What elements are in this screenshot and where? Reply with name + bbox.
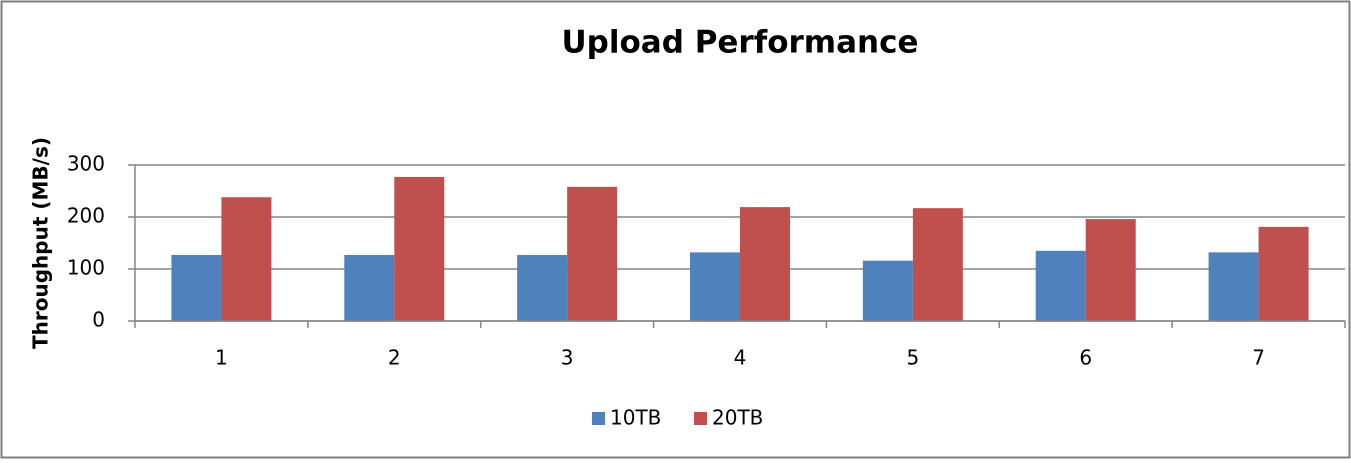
bar: [517, 254, 568, 321]
y-axis-label: Throughput (MB/s): [29, 137, 53, 349]
bar: [1035, 250, 1086, 321]
legend-label: 20TB: [712, 406, 763, 430]
legend-label: 10TB: [610, 406, 661, 430]
legend-swatch: [592, 412, 605, 425]
y-tick-label: 0: [92, 308, 105, 332]
x-tick-label: 1: [215, 346, 228, 370]
x-tick-label: 5: [906, 346, 919, 370]
x-tick-label: 3: [561, 346, 574, 370]
legend-swatch: [694, 412, 707, 425]
bar: [740, 207, 790, 321]
bar: [912, 208, 963, 321]
bar: [1085, 219, 1136, 321]
x-tick-label: 7: [1252, 346, 1265, 370]
x-tick-label: 6: [1079, 346, 1092, 370]
bar: [567, 186, 618, 321]
y-tick-label: 300: [67, 152, 105, 176]
bar: [344, 254, 395, 321]
x-tick-label: 2: [388, 346, 401, 370]
bar: [862, 260, 913, 321]
y-tick-label: 100: [67, 256, 105, 280]
chart-title: Upload Performance: [562, 25, 919, 61]
x-tick-label: 4: [734, 346, 747, 370]
y-tick-label: 200: [67, 204, 105, 228]
bar: [1208, 252, 1259, 321]
bar: [221, 197, 272, 321]
bar: [394, 176, 445, 321]
bar: [690, 252, 740, 321]
bar: [1258, 226, 1309, 321]
bar: [171, 254, 222, 321]
